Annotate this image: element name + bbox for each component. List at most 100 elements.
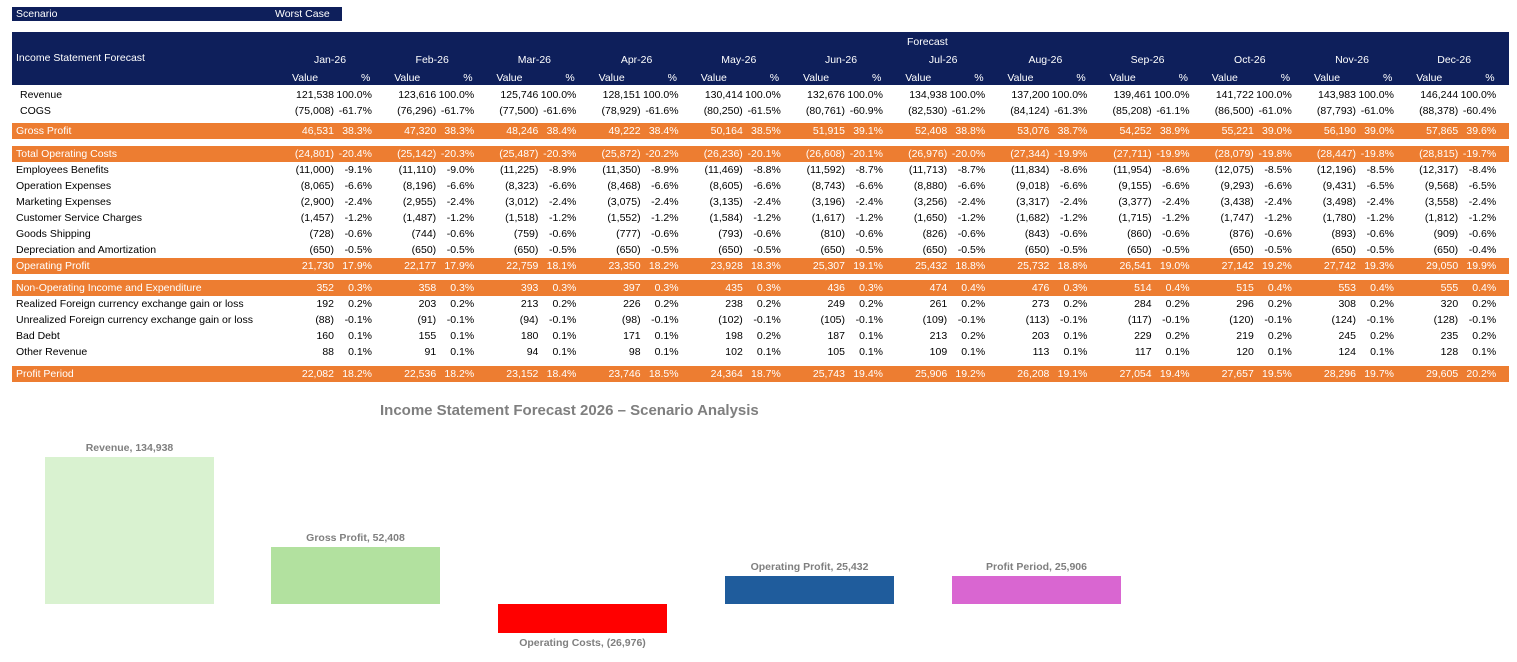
cell-percent: -9.0% — [446, 164, 475, 176]
cell-value: (26,608) — [805, 148, 845, 160]
cell-percent: -6.6% — [1059, 180, 1088, 192]
cell-value: (9,431) — [1322, 180, 1356, 192]
month-header: Jul-26 — [928, 54, 958, 66]
cell-percent: -19.9% — [1054, 148, 1088, 160]
cell-value: (28,815) — [1419, 148, 1459, 160]
cell-percent: -0.1% — [1264, 314, 1292, 326]
cell-percent: -20.1% — [747, 148, 781, 160]
cell-percent: 0.2% — [1370, 330, 1394, 342]
row-label: Revenue — [20, 89, 63, 101]
chart-title: Income Statement Forecast 2026 – Scenari… — [380, 402, 759, 419]
cell-percent: -0.6% — [1059, 228, 1088, 240]
value-column-header: Value — [292, 72, 319, 84]
month-header: Aug-26 — [1028, 54, 1063, 66]
cell-value: 124 — [1338, 346, 1356, 358]
chart-data-label: Revenue, 134,938 — [85, 442, 174, 454]
cell-value: (1,715) — [1118, 212, 1152, 224]
cell-value: (810) — [820, 228, 845, 240]
cell-value: 27,742 — [1323, 260, 1356, 272]
cell-percent: 0.3% — [859, 282, 883, 294]
cell-percent: -0.1% — [753, 314, 781, 326]
cell-percent: 0.2% — [961, 330, 986, 342]
cell-percent: 0.3% — [654, 282, 679, 294]
cell-percent: -0.6% — [1468, 228, 1497, 240]
cell-percent: -6.6% — [1264, 180, 1292, 192]
cell-percent: 18.3% — [751, 260, 781, 272]
scenario-selector[interactable]: Scenario Worst Case — [12, 7, 342, 21]
cell-value: (3,317) — [1016, 196, 1050, 208]
month-header: Dec-26 — [1437, 54, 1472, 66]
month-header: May-26 — [721, 54, 757, 66]
cell-value: (3,012) — [505, 196, 539, 208]
cell-value: 296 — [1236, 298, 1254, 310]
cell-value: (117) — [1127, 314, 1152, 326]
cell-value: (9,018) — [1016, 180, 1050, 192]
cell-percent: 38.4% — [648, 125, 679, 137]
pct-column-header: % — [565, 72, 575, 84]
cell-percent: -20.3% — [543, 148, 577, 160]
cell-value: (124) — [1331, 314, 1356, 326]
pct-column-header: % — [974, 72, 984, 84]
cell-percent: 0.1% — [552, 330, 577, 342]
pct-column-header: % — [667, 72, 677, 84]
cell-percent: -0.4% — [1468, 244, 1497, 256]
cell-value: (650) — [820, 244, 845, 256]
cell-percent: -0.1% — [957, 314, 986, 326]
cell-value: (650) — [1331, 244, 1356, 256]
cell-percent: -19.8% — [1360, 148, 1394, 160]
cell-value: 397 — [623, 282, 641, 294]
cell-value: (9,568) — [1424, 180, 1459, 192]
row-label: COGS — [20, 105, 51, 117]
cell-value: (793) — [718, 228, 743, 240]
cell-percent: -2.4% — [1366, 196, 1394, 208]
cell-percent: 0.1% — [1267, 346, 1292, 358]
value-column-header: Value — [1314, 72, 1341, 84]
cell-percent: 0.1% — [1370, 346, 1394, 358]
cell-percent: -6.5% — [1366, 180, 1394, 192]
scenario-value[interactable]: Worst Case — [275, 8, 330, 20]
cell-percent: -6.6% — [855, 180, 883, 192]
cell-value: (728) — [309, 228, 334, 240]
cell-percent: -2.4% — [753, 196, 781, 208]
cell-value: 203 — [418, 298, 437, 310]
cell-percent: 0.1% — [552, 346, 577, 358]
cell-percent: 0.3% — [348, 282, 372, 294]
cell-value: (102) — [718, 314, 743, 326]
cell-value: (650) — [309, 244, 334, 256]
cell-percent: 18.7% — [751, 368, 781, 380]
cell-value: (86,500) — [1214, 105, 1254, 117]
cell-value: 273 — [1031, 298, 1050, 310]
cell-percent: -2.4% — [1264, 196, 1292, 208]
cell-value: (3,498) — [1322, 196, 1356, 208]
cell-value: 171 — [623, 330, 641, 342]
row-label: Gross Profit — [16, 125, 72, 137]
table-row: Profit Period 22,082 18.2% 22,536 18.2% 23,15… — [12, 366, 1509, 382]
cell-percent: -1.2% — [1264, 212, 1292, 224]
cell-value: 88 — [322, 346, 334, 358]
cell-percent: 18.1% — [546, 260, 577, 272]
cell-percent: -0.1% — [344, 314, 372, 326]
cell-percent: 100.0% — [847, 89, 883, 101]
cell-value: 25,732 — [1017, 260, 1050, 272]
cell-percent: 0.2% — [1267, 330, 1292, 342]
chart-data-label: Gross Profit, 52,408 — [306, 531, 405, 544]
cell-value: 109 — [929, 346, 948, 358]
cell-value: 249 — [827, 298, 845, 310]
cell-percent: -20.4% — [338, 148, 372, 160]
cell-value: (2,900) — [300, 196, 334, 208]
cell-percent: 39.1% — [853, 125, 883, 137]
cell-value: 192 — [316, 298, 334, 310]
cell-percent: -0.6% — [651, 228, 679, 240]
cell-percent: 19.1% — [853, 260, 883, 272]
cell-percent: -2.4% — [651, 196, 679, 208]
cell-value: 22,082 — [301, 368, 334, 380]
cell-percent: 18.8% — [1057, 260, 1088, 272]
cell-value: 57,865 — [1426, 125, 1459, 137]
cell-percent: 0.3% — [756, 282, 781, 294]
cell-value: 23,928 — [710, 260, 743, 272]
month-header: Oct-26 — [1234, 54, 1266, 66]
cell-value: 121,538 — [296, 89, 334, 101]
table-header: Forecast Income Statement Forecast Jan-2… — [12, 32, 1509, 85]
cell-percent: -0.5% — [1366, 244, 1394, 256]
cell-percent: -0.1% — [1468, 314, 1497, 326]
